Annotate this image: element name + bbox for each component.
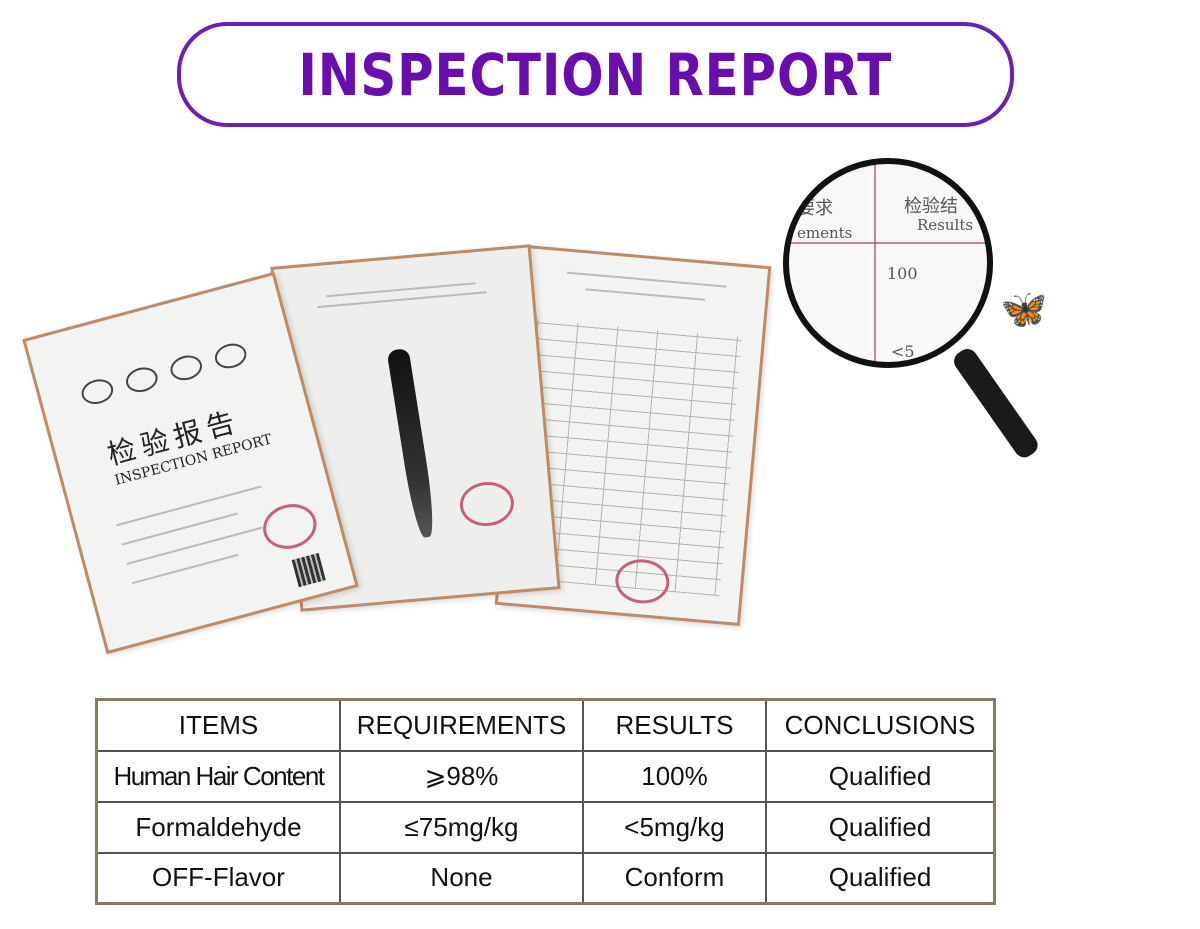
magnifier-lens: 要求 ements 检验结 Results 100 <5 — [783, 158, 993, 368]
cell: ≤75mg/kg — [339, 800, 584, 854]
cell: Human Hair Content — [95, 749, 341, 803]
cell: Qualified — [765, 800, 996, 854]
magnifier-handle — [950, 345, 1042, 462]
cell: Qualified — [765, 749, 996, 803]
header-cell: ITEMS — [95, 698, 341, 752]
cell: Conform — [582, 851, 767, 905]
mag-text: <5 — [891, 342, 915, 361]
red-stamp — [258, 498, 322, 555]
inspection-results-table: ITEMS REQUIREMENTS RESULTS CONCLUSIONS H… — [95, 698, 996, 905]
mag-text: Results — [917, 216, 974, 234]
title-banner: INSPECTION REPORT — [177, 22, 1014, 127]
mag-text: 100 — [887, 264, 918, 283]
certification-logos — [78, 340, 250, 408]
table-header-row: ITEMS REQUIREMENTS RESULTS CONCLUSIONS — [95, 698, 996, 752]
cell: Formaldehyde — [95, 800, 341, 854]
header-cell: CONCLUSIONS — [765, 698, 996, 752]
cell: Qualified — [765, 851, 996, 905]
hair-bundle-image — [386, 347, 439, 539]
qr-code — [291, 552, 326, 588]
cell: None — [339, 851, 584, 905]
header-cell: RESULTS — [582, 698, 767, 752]
table-row: OFF-Flavor None Conform Qualified — [95, 851, 996, 905]
mag-text: 检验结 — [904, 196, 958, 217]
cell: <5mg/kg — [582, 800, 767, 854]
mag-text: ements — [797, 224, 853, 242]
cell: ⩾98% — [339, 749, 584, 803]
cell: OFF-Flavor — [95, 851, 341, 905]
header-cell: REQUIREMENTS — [339, 698, 584, 752]
page-title: INSPECTION REPORT — [298, 40, 893, 109]
red-stamp — [458, 479, 516, 529]
table-row: Formaldehyde ≤75mg/kg <5mg/kg Qualified — [95, 800, 996, 854]
cell: 100% — [582, 749, 767, 803]
table-row: Human Hair Content ⩾98% 100% Qualified — [95, 749, 996, 803]
mag-text: 要求 — [797, 198, 833, 219]
butterfly-icon: 🦋 — [1000, 289, 1048, 331]
